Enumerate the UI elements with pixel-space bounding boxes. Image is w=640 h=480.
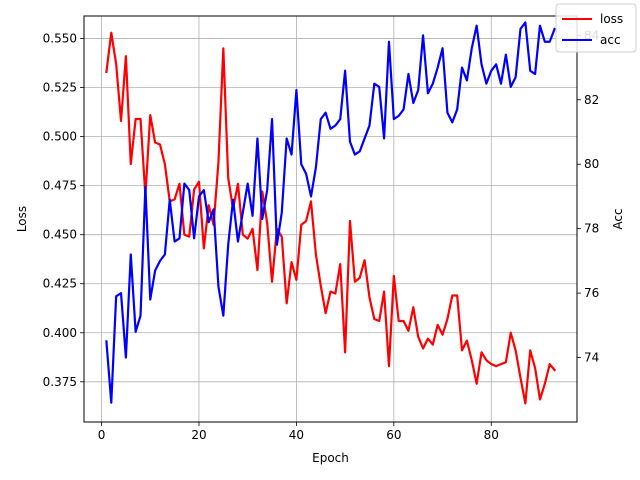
x-tick-label: 40 (289, 428, 304, 442)
plot-frame (83, 15, 578, 423)
legend-label-acc: acc (600, 33, 621, 47)
grid (84, 16, 577, 422)
y-axis-left: 0.375 0.400 0.425 0.450 0.475 0.500 0.525 0.550 (43, 32, 84, 389)
y-right-tick-label: 82 (584, 93, 599, 107)
y-left-tick-label: 0.425 (43, 277, 77, 291)
x-tick-label: 20 (191, 428, 206, 442)
y-right-tick-label: 78 (584, 222, 599, 236)
y-axis-right-label: Acc (611, 208, 625, 229)
x-tick-label: 0 (98, 428, 106, 442)
y-left-tick-label: 0.400 (43, 326, 77, 340)
y-left-tick-label: 0.450 (43, 228, 77, 242)
x-tick-label: 60 (386, 428, 401, 442)
series-layer (105, 21, 557, 405)
y-left-tick-label: 0.500 (43, 130, 77, 144)
legend-label-loss: loss (600, 12, 623, 26)
x-axis-label: Epoch (312, 451, 349, 465)
y-left-tick-label: 0.475 (43, 179, 77, 193)
y-left-tick-label: 0.375 (43, 375, 77, 389)
legend: loss acc (555, 3, 637, 53)
y-axis-left-label: Loss (15, 206, 29, 232)
legend-box (555, 3, 637, 53)
y-left-tick-label: 0.550 (43, 32, 77, 46)
y-right-tick-label: 76 (584, 286, 599, 300)
y-right-tick-label: 74 (584, 351, 599, 365)
x-tick-label: 80 (484, 428, 499, 442)
series-line-acc (105, 21, 557, 404)
x-axis: 0 20 40 60 80 (98, 422, 499, 442)
series-line-loss (105, 31, 557, 405)
y-left-tick-label: 0.525 (43, 81, 77, 95)
y-right-tick-label: 80 (584, 157, 599, 171)
